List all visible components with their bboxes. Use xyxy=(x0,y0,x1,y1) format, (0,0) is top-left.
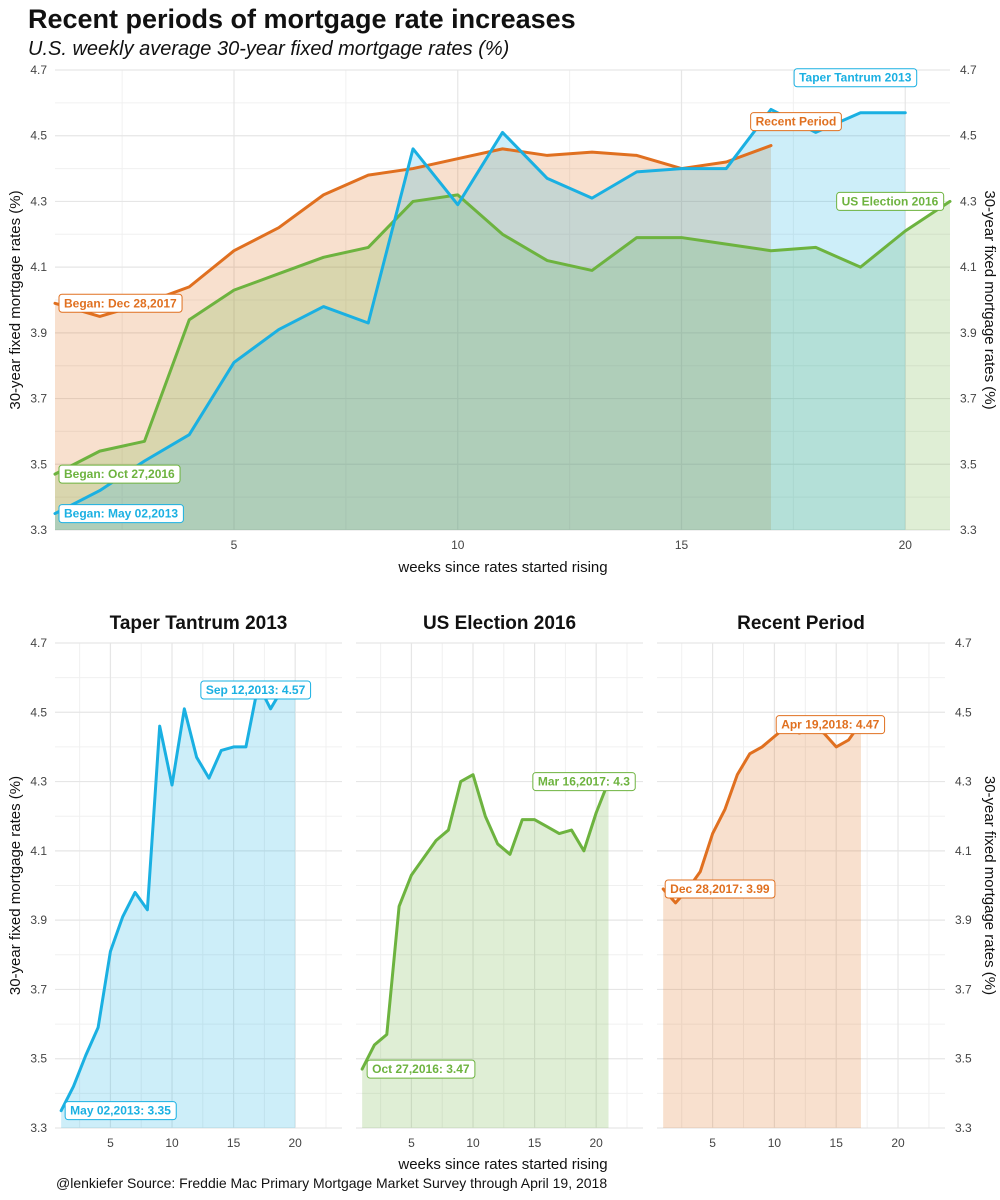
main-ytick-left: 4.7 xyxy=(30,63,47,77)
facet-taper-area-taper xyxy=(61,684,296,1128)
facet-recent-ytick-right: 4.7 xyxy=(955,636,972,650)
facet-recent-ytick-right: 4.5 xyxy=(955,705,972,719)
main-xtick: 15 xyxy=(675,538,689,552)
facet-taper-xtick: 10 xyxy=(165,1136,179,1150)
facet-election-line-election xyxy=(360,773,611,1071)
annotation-began-recent: Began: Dec 28,2017 xyxy=(58,293,183,313)
facet-taper-ytick-left: 4.3 xyxy=(30,775,47,789)
facet-recent-xtick: 10 xyxy=(768,1136,782,1150)
chart-title: Recent periods of mortgage rate increase… xyxy=(28,4,576,34)
facet-election-xtick: 10 xyxy=(466,1136,480,1150)
main-ytick-left: 4.1 xyxy=(30,260,47,274)
facet-recent-area-recent xyxy=(663,722,861,1128)
svg-text:US Election 2016: US Election 2016 xyxy=(842,194,939,208)
facet-recent-ytick-right: 3.7 xyxy=(955,982,972,996)
facet-taper-ytick-left: 3.5 xyxy=(30,1052,47,1066)
svg-text:Began: Dec 28,2017: Began: Dec 28,2017 xyxy=(64,296,177,310)
facet-annotation-election-start: Oct 27,2016: 3.47 xyxy=(366,1059,476,1079)
main-area-recent xyxy=(55,145,771,531)
main-ytick-right: 4.5 xyxy=(960,129,977,143)
annotation-began-election: Began: Oct 27,2016 xyxy=(58,464,181,484)
facet-y-axis-label-left: 30-year fixed mortgage rates (%) xyxy=(7,776,24,995)
facet-taper-ytick-left: 3.9 xyxy=(30,913,47,927)
main-line-election xyxy=(53,193,952,476)
svg-text:Taper Tantrum 2013: Taper Tantrum 2013 xyxy=(799,71,912,85)
facet-title-taper: Taper Tantrum 2013 xyxy=(110,613,288,634)
main-xtick: 10 xyxy=(451,538,465,552)
svg-text:Began: May 02,2013: Began: May 02,2013 xyxy=(64,507,178,521)
annotation-recent-end: Recent Period xyxy=(750,112,842,132)
facet-taper-xtick: 20 xyxy=(289,1136,303,1150)
facet-election-xtick: 5 xyxy=(408,1136,415,1150)
svg-text:Mar 16,2017: 4.3: Mar 16,2017: 4.3 xyxy=(538,775,630,789)
facet-taper-ytick-left: 4.5 xyxy=(30,705,47,719)
svg-text:Recent Period: Recent Period xyxy=(756,115,837,129)
facet-recent-ytick-right: 3.5 xyxy=(955,1052,972,1066)
main-ytick-left: 3.5 xyxy=(30,457,47,471)
main-xtick: 5 xyxy=(231,538,238,552)
main-ytick-left: 4.3 xyxy=(30,194,47,208)
main-area-taper xyxy=(55,109,906,530)
svg-text:Apr 19,2018: 4.47: Apr 19,2018: 4.47 xyxy=(781,718,879,732)
svg-text:Began: Oct 27,2016: Began: Oct 27,2016 xyxy=(64,467,175,481)
facet-recent-gridlines xyxy=(657,642,945,1129)
main-ytick-right: 4.1 xyxy=(960,260,977,274)
facet-annotation-recent-end: Apr 19,2018: 4.47 xyxy=(775,715,886,735)
annotation-taper-end: Taper Tantrum 2013 xyxy=(793,68,918,88)
main-ytick-left: 4.5 xyxy=(30,129,47,143)
facet-recent-ytick-right: 4.3 xyxy=(955,775,972,789)
facet-election-xtick: 15 xyxy=(528,1136,542,1150)
main-area-election xyxy=(55,194,950,530)
annotation-began-taper: Began: May 02,2013 xyxy=(58,504,184,524)
facet-title-recent: Recent Period xyxy=(737,613,865,634)
facet-taper-ytick-left: 4.7 xyxy=(30,636,47,650)
main-gridlines xyxy=(55,69,950,531)
svg-text:Oct 27,2016: 3.47: Oct 27,2016: 3.47 xyxy=(372,1062,470,1076)
facet-taper-xtick: 5 xyxy=(107,1136,114,1150)
facet-taper-gridlines xyxy=(55,642,342,1129)
facet-recent-line-recent xyxy=(661,721,863,905)
svg-text:May 02,2013: 3.35: May 02,2013: 3.35 xyxy=(70,1104,171,1118)
main-x-axis-label: weeks since rates started rising xyxy=(397,559,607,576)
facet-x-axis-label: weeks since rates started rising xyxy=(397,1156,607,1173)
facet-recent-xtick: 5 xyxy=(709,1136,716,1150)
main-line-recent xyxy=(53,144,773,318)
facet-taper-xtick: 15 xyxy=(227,1136,241,1150)
annotation-election-end: US Election 2016 xyxy=(836,191,945,211)
main-ytick-right: 3.7 xyxy=(960,392,977,406)
main-ytick-right: 3.5 xyxy=(960,457,977,471)
facet-election-xtick: 20 xyxy=(590,1136,604,1150)
facet-recent-ytick-right: 3.9 xyxy=(955,913,972,927)
main-xtick: 20 xyxy=(899,538,913,552)
facet-recent-ytick-right: 4.1 xyxy=(955,844,972,858)
facet-annotation-recent-start: Dec 28,2017: 3.99 xyxy=(664,879,776,899)
svg-text:Dec 28,2017: 3.99: Dec 28,2017: 3.99 xyxy=(670,882,770,896)
svg-text:Sep 12,2013: 4.57: Sep 12,2013: 4.57 xyxy=(206,683,306,697)
main-ytick-right: 4.7 xyxy=(960,63,977,77)
facet-title-election: US Election 2016 xyxy=(423,613,576,634)
main-ytick-right: 3.9 xyxy=(960,326,977,340)
chart-subtitle: U.S. weekly average 30-year fixed mortga… xyxy=(28,38,510,60)
main-y-axis-label-right: 30-year fixed mortgage rates (%) xyxy=(981,190,998,409)
main-ytick-right: 4.3 xyxy=(960,194,977,208)
facet-annotation-taper-end: Sep 12,2013: 4.57 xyxy=(200,680,312,700)
facet-taper-ytick-left: 3.3 xyxy=(30,1121,47,1135)
facet-recent-xtick: 15 xyxy=(830,1136,844,1150)
facet-election-area-election xyxy=(362,774,609,1128)
main-ytick-left: 3.9 xyxy=(30,326,47,340)
main-ytick-right: 3.3 xyxy=(960,523,977,537)
facet-taper-ytick-left: 3.7 xyxy=(30,982,47,996)
main-ytick-left: 3.3 xyxy=(30,523,47,537)
facet-recent-xtick: 20 xyxy=(891,1136,905,1150)
source-caption: @lenkiefer Source: Freddie Mac Primary M… xyxy=(56,1175,608,1191)
main-ytick-left: 3.7 xyxy=(30,392,47,406)
facet-annotation-election-end: Mar 16,2017: 4.3 xyxy=(532,772,636,792)
facet-taper-ytick-left: 4.1 xyxy=(30,844,47,858)
facet-recent-ytick-right: 3.3 xyxy=(955,1121,972,1135)
facet-y-axis-label-right: 30-year fixed mortgage rates (%) xyxy=(981,776,998,995)
main-y-axis-label-left: 30-year fixed mortgage rates (%) xyxy=(7,190,24,409)
facet-annotation-taper-start: May 02,2013: 3.35 xyxy=(64,1101,177,1121)
